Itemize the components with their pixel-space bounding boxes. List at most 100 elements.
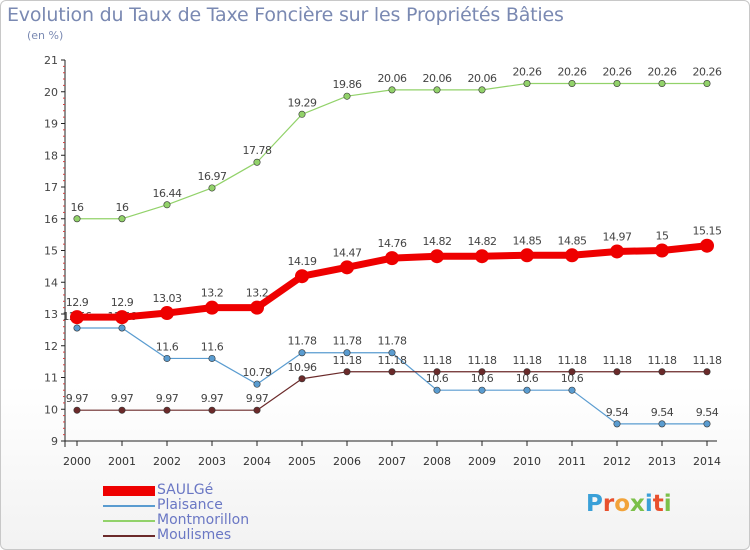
data-label-moulismes: 11.18 <box>648 354 677 367</box>
unit-label: (en %) <box>27 29 64 42</box>
data-point-saulg- <box>610 244 624 259</box>
data-label-montmorillon: 20.26 <box>603 65 632 78</box>
data-point-plaisance <box>208 354 216 362</box>
data-label-saulg-: 14.85 <box>558 234 587 247</box>
logo-letter: P <box>586 491 603 517</box>
data-point-montmorillon <box>73 215 81 223</box>
x-tick-label: 2003 <box>198 455 226 468</box>
logo-letter: i <box>644 491 653 517</box>
data-label-saulg-: 15 <box>656 230 669 243</box>
data-point-plaisance <box>523 386 531 394</box>
x-tick-label: 2011 <box>558 455 586 468</box>
data-label-plaisance: 9.54 <box>651 406 674 419</box>
data-point-montmorillon <box>163 201 171 209</box>
data-point-montmorillon <box>568 79 576 87</box>
data-label-saulg-: 14.85 <box>513 234 542 247</box>
data-point-saulg- <box>340 260 354 275</box>
data-point-plaisance <box>613 420 621 428</box>
data-point-moulismes <box>253 406 261 414</box>
data-point-plaisance <box>163 354 171 362</box>
data-label-montmorillon: 16 <box>116 201 129 214</box>
data-point-moulismes <box>163 406 171 414</box>
x-tick-label: 2012 <box>603 455 631 468</box>
data-point-moulismes <box>523 368 531 376</box>
data-label-plaisance: 9.54 <box>696 406 719 419</box>
x-tick-label: 2005 <box>288 455 316 468</box>
data-label-moulismes: 11.18 <box>513 354 542 367</box>
logo-letter: t <box>652 491 664 517</box>
data-point-montmorillon <box>118 215 126 223</box>
data-label-plaisance: 10.6 <box>516 372 539 385</box>
data-point-montmorillon <box>433 86 441 94</box>
data-point-saulg- <box>115 310 129 325</box>
data-point-plaisance <box>568 386 576 394</box>
data-point-montmorillon <box>343 92 351 100</box>
data-point-saulg- <box>250 300 264 315</box>
y-tick-label: 9 <box>51 435 58 448</box>
data-label-plaisance: 11.78 <box>288 335 317 348</box>
data-point-saulg- <box>160 306 174 321</box>
y-tick-label: 11 <box>44 372 58 385</box>
data-point-plaisance <box>298 349 306 357</box>
chart-title: Evolution du Taux de Taxe Foncière sur l… <box>7 4 564 26</box>
data-label-plaisance: 10.6 <box>471 372 494 385</box>
y-tick-label: 12 <box>44 340 58 353</box>
data-label-montmorillon: 20.26 <box>558 65 587 78</box>
data-point-moulismes <box>118 406 126 414</box>
data-label-montmorillon: 20.06 <box>378 72 407 85</box>
logo-letter: i <box>663 491 672 517</box>
legend-swatch <box>103 535 155 537</box>
data-label-saulg-: 14.82 <box>423 235 452 248</box>
x-tick-label: 2007 <box>378 455 406 468</box>
y-tick-label: 16 <box>44 213 58 226</box>
data-point-montmorillon <box>703 79 711 87</box>
proxiti-logo: Proxiti <box>586 491 672 517</box>
data-label-saulg-: 14.97 <box>603 230 632 243</box>
data-label-moulismes: 11.18 <box>468 354 497 367</box>
data-point-saulg- <box>565 248 579 263</box>
data-label-montmorillon: 20.26 <box>693 65 722 78</box>
data-label-moulismes: 11.18 <box>603 354 632 367</box>
x-tick-label: 2008 <box>423 455 451 468</box>
legend-label: SAULGé <box>157 482 214 498</box>
data-label-moulismes: 9.97 <box>66 392 89 405</box>
data-point-plaisance <box>703 420 711 428</box>
x-tick-label: 2004 <box>243 455 271 468</box>
data-point-saulg- <box>700 238 714 253</box>
data-label-plaisance: 11.6 <box>156 340 179 353</box>
legend-label: Plaisance <box>157 497 223 513</box>
data-point-plaisance <box>658 420 666 428</box>
data-point-montmorillon <box>478 86 486 94</box>
y-tick-label: 15 <box>44 245 58 258</box>
data-point-moulismes <box>658 368 666 376</box>
data-point-moulismes <box>478 368 486 376</box>
data-label-saulg-: 15.15 <box>693 225 722 238</box>
data-label-moulismes: 9.97 <box>201 392 224 405</box>
y-tick-label: 20 <box>44 86 58 99</box>
x-tick-label: 2002 <box>153 455 181 468</box>
x-tick-label: 2001 <box>108 455 136 468</box>
data-point-plaisance <box>118 324 126 332</box>
data-label-montmorillon: 19.86 <box>333 78 362 91</box>
data-label-saulg-: 12.9 <box>111 296 134 309</box>
data-point-saulg- <box>655 243 669 258</box>
data-label-moulismes: 11.18 <box>558 354 587 367</box>
logo-letter: x <box>630 491 645 517</box>
legend-label: Montmorillon <box>157 512 250 528</box>
data-label-saulg-: 13.2 <box>201 287 224 300</box>
data-label-moulismes: 10.96 <box>288 361 317 374</box>
x-tick-label: 2006 <box>333 455 361 468</box>
data-label-plaisance: 10.6 <box>561 372 584 385</box>
y-tick-label: 18 <box>44 149 58 162</box>
data-label-montmorillon: 20.26 <box>648 65 677 78</box>
data-label-plaisance: 9.54 <box>606 406 629 419</box>
data-label-moulismes: 11.18 <box>423 354 452 367</box>
data-label-moulismes: 9.97 <box>111 392 134 405</box>
data-point-moulismes <box>568 368 576 376</box>
y-tick-label: 14 <box>44 276 58 289</box>
data-label-montmorillon: 16 <box>71 201 84 214</box>
y-tick-label: 13 <box>44 308 58 321</box>
data-point-moulismes <box>343 368 351 376</box>
